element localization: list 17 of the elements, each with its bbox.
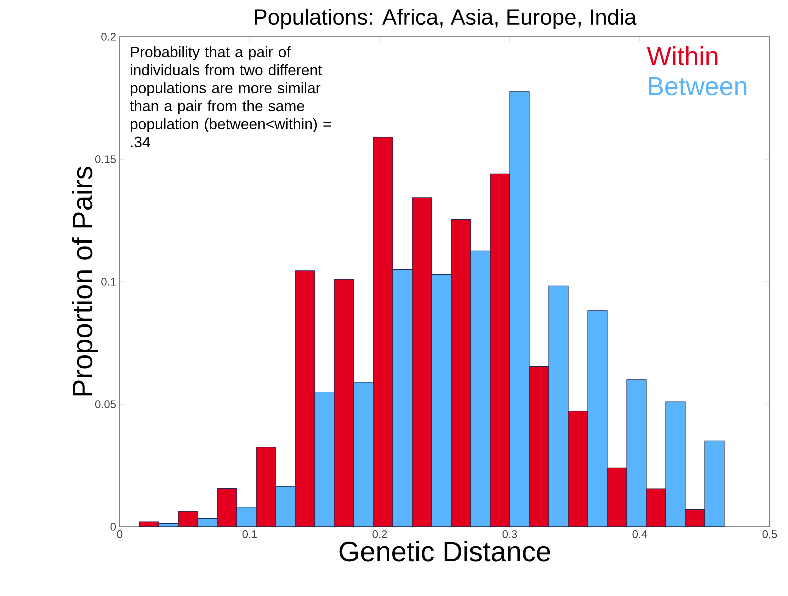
x-tick-label: 0.2 (372, 530, 388, 538)
text: Within (647, 46, 718, 66)
x-tick-label: 0.4 (632, 530, 648, 538)
x-tick-label: 0.5 (762, 530, 778, 538)
annotation: Probability that a pair of individuals from two different populations are more similar than a pair from the same population (between<within) = .34 (130, 46, 331, 148)
y-axis-title: Proportion of Pairs (72, 167, 98, 396)
x-tick-label: 0.1 (242, 530, 258, 538)
y-tick-label: 0.15 (95, 156, 116, 164)
y-tick-label: 0 (110, 523, 116, 531)
x-axis-title: Genetic Distance (340, 541, 550, 562)
text: Between (649, 77, 747, 96)
x-tick-label: 0.3 (502, 530, 518, 538)
x-tick-label: 0 (117, 530, 123, 538)
y-tick-label: 0.2 (102, 33, 116, 41)
chart-title: Populations: Africa, Asia, Europe, India (255, 8, 637, 30)
y-tick-label: 0.05 (95, 400, 116, 408)
y-tick-label: 0.1 (102, 278, 116, 286)
